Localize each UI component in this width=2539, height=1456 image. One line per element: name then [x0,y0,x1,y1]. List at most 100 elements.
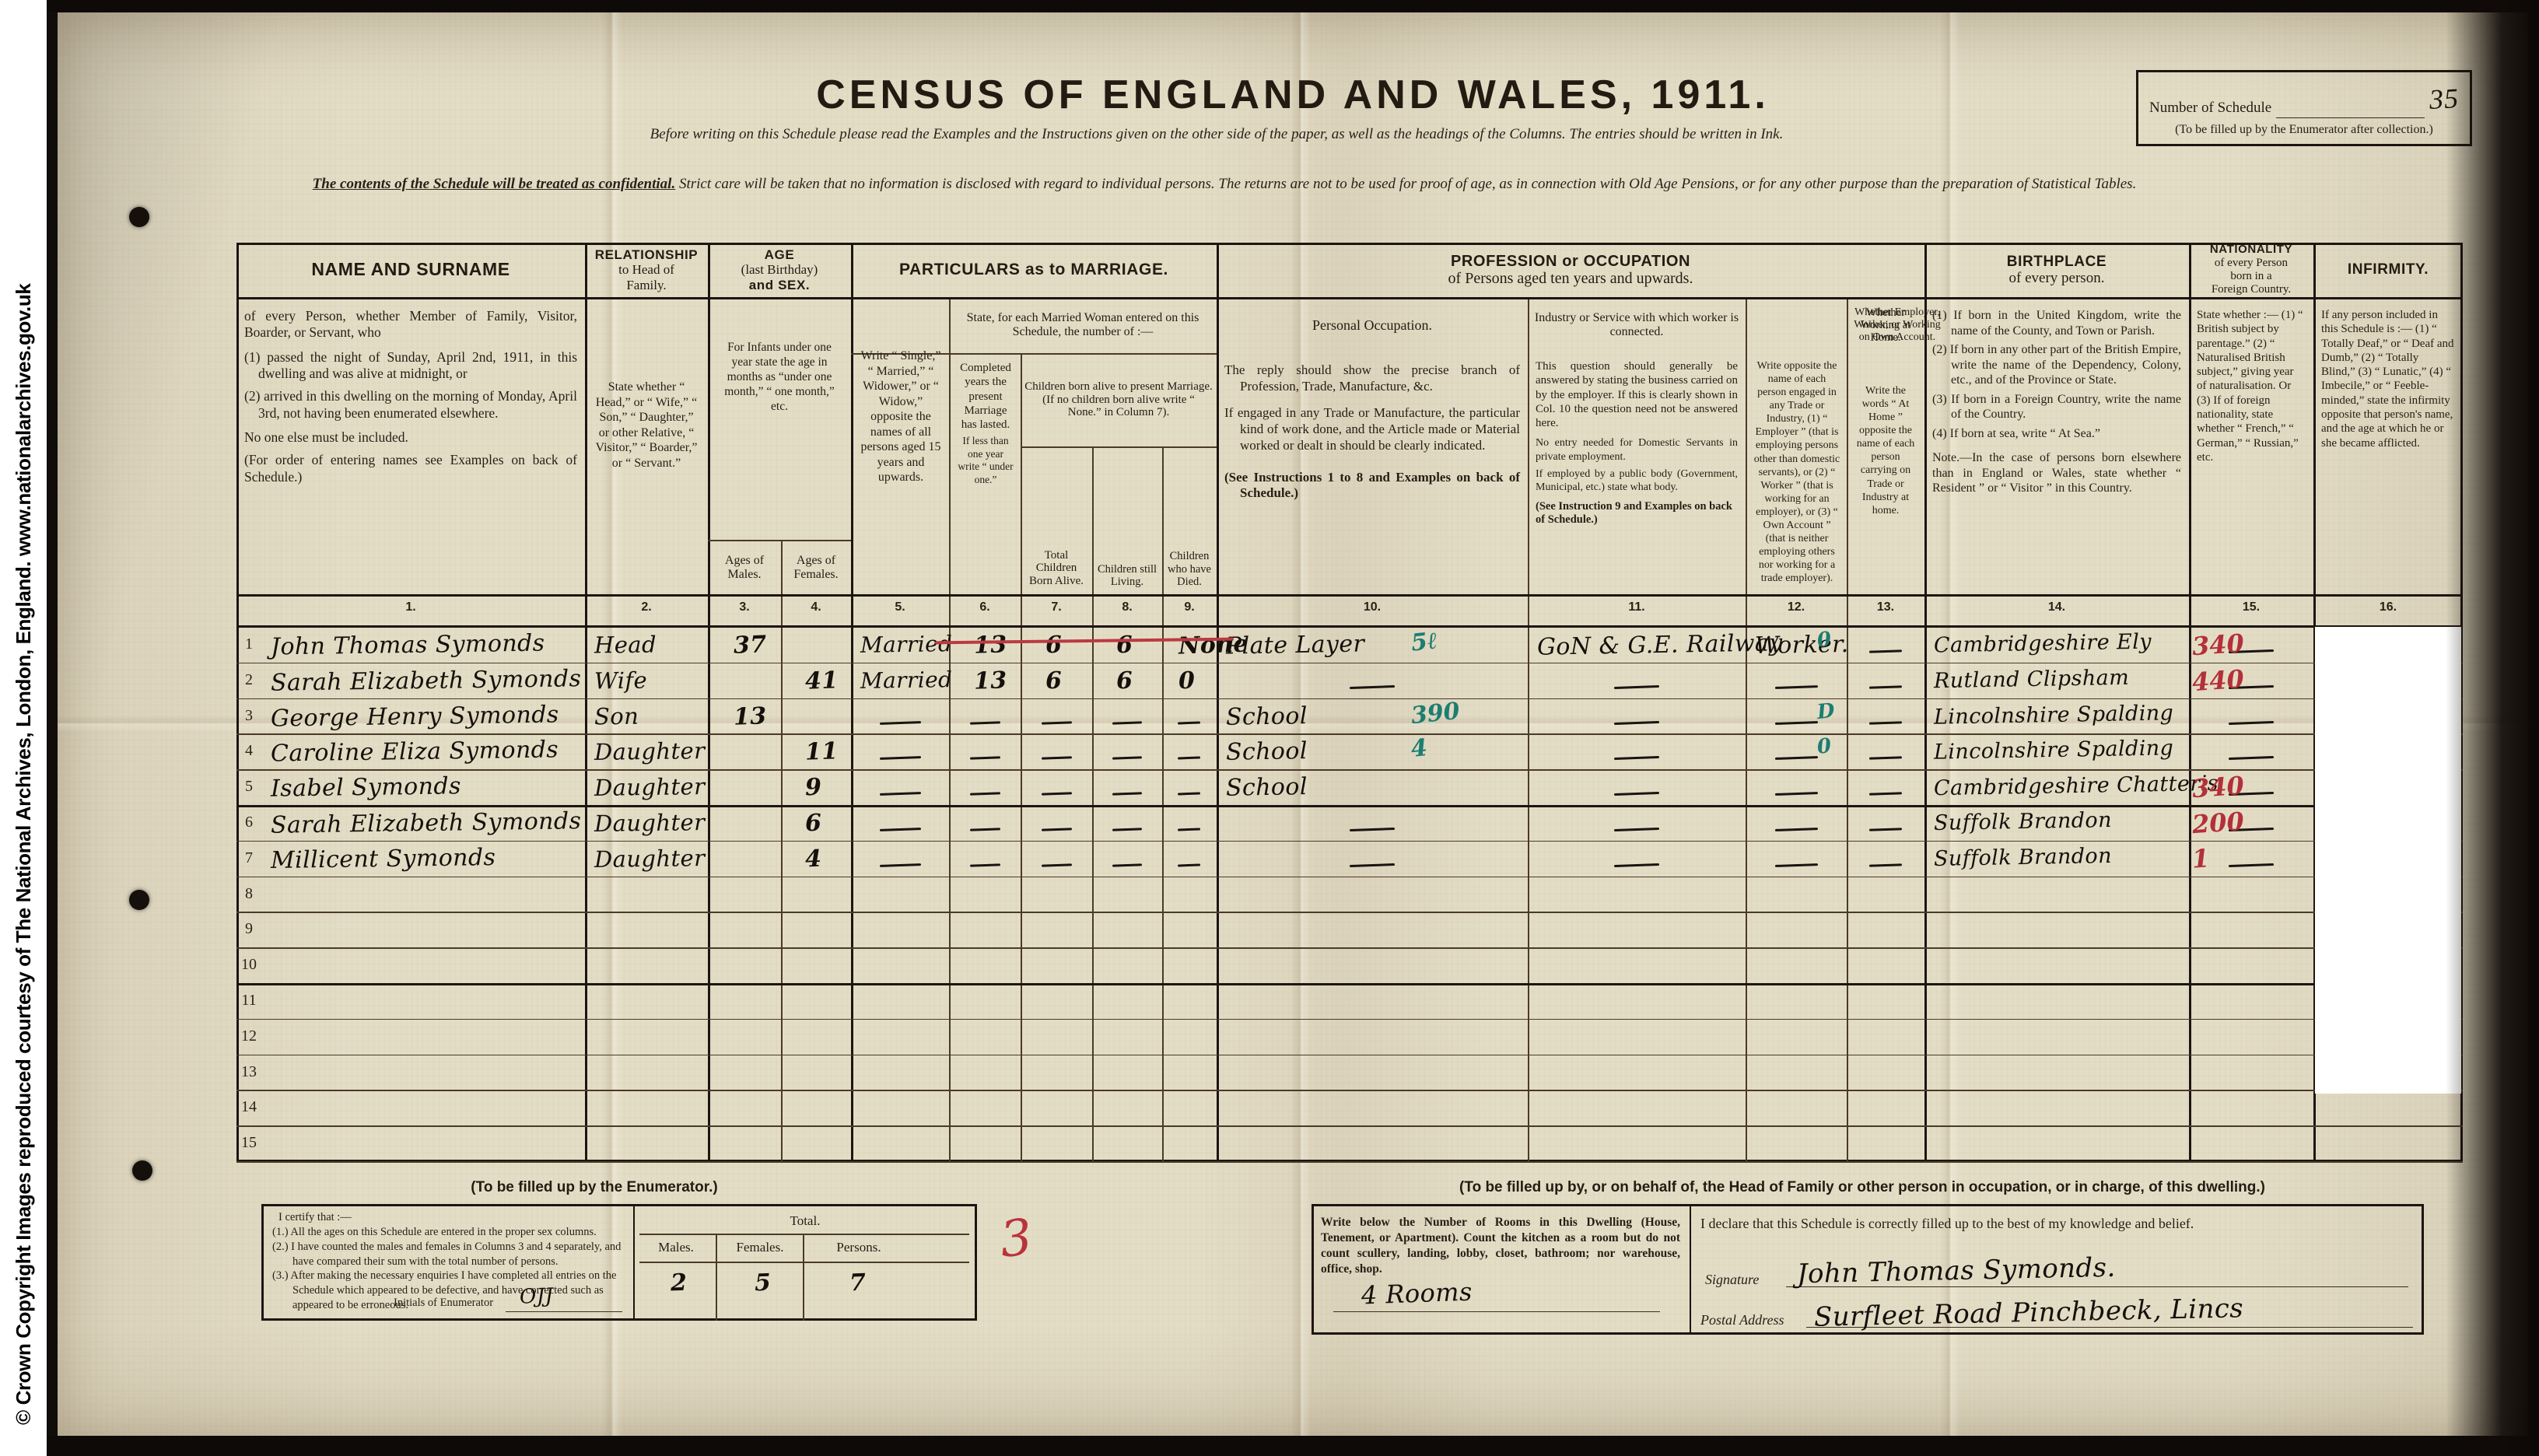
cell-relationship: Daughter [594,845,706,873]
green-pencil-employer-code: D [1816,698,1837,725]
instructions-age-sex: For Infants under one year state the age… [724,341,835,413]
cell-employer-status: Worker. [1754,630,1849,660]
cell-children-born: 6 [1045,667,1063,695]
cell-occupation: School [1225,773,1308,802]
scan-edge [47,0,2539,12]
column-number-13: 13. [1876,600,1895,614]
row-number: 11 [241,992,257,1009]
punch-hole [132,1160,152,1181]
cell-name: Sarah Elizabeth Symonds [270,665,582,697]
instructions-employer-worker: Write opposite the name of each person e… [1753,360,1840,585]
column-number-6: 6. [979,600,990,614]
cell-condition: Married [860,667,953,694]
row-rule [236,947,2463,949]
enumerator-initials-value: OJJ [519,1284,554,1309]
header-rule [708,540,851,541]
instructions-industry-service: This question should generally be answer… [1536,360,1738,527]
row-number: 6 [245,814,253,831]
row-rule-heavy [236,805,2463,807]
column-number-16: 16. [2379,600,2397,614]
instructions-name-surname: of every Person, whether Member of Famil… [244,308,577,485]
totals-males-value: 2 [670,1269,688,1297]
page-title: CENSUS OF ENGLAND AND WALES, 1911. [816,72,1770,117]
punch-hole [129,890,149,910]
green-pencil-employer-code: 0 [1816,628,1833,653]
rooms-rule [1333,1311,1660,1312]
column-number-12: 12. [1787,600,1805,614]
enumerator-box-divider [633,1204,635,1321]
col-separator [2313,243,2316,1162]
row-number: 15 [241,1134,257,1152]
row-number: 5 [245,778,253,796]
cell-name: George Henry Symonds [270,701,559,733]
col-separator [2189,243,2191,1162]
column-header-ages-females: Ages of Females. [793,554,839,581]
column-number-3: 3. [739,600,750,614]
enumerator-box-caption: (To be filled up by the Enumerator.) [471,1179,718,1195]
enumerator-initials-label: Initials of Enumerator [394,1297,494,1309]
confidentiality-lead: The contents of the Schedule will be tre… [312,176,676,192]
green-pencil-occupation-code: 4 [1410,734,1429,763]
column-header-industry-service: Industry or Service with which worker is… [1534,311,1739,338]
cell-relationship: Daughter [594,773,706,801]
column-header-married-woman: State, for each Married Woman entered on… [966,311,1199,338]
schedule-number-label: Number of Schedule [2149,99,2272,116]
row-number: 8 [245,884,253,902]
cell-birthplace: Suffolk Brandon [1933,808,2113,835]
head-box-divider [1690,1204,1691,1335]
header-rule [851,353,1217,355]
column-number-14: 14. [2047,600,2066,614]
cell-age-male: 13 [733,702,768,731]
green-pencil-occupation-code: 5ℓ [1410,627,1439,657]
column-number-9: 9. [1184,600,1195,614]
confidentiality-rest: Strict care will be taken that no inform… [675,176,2137,192]
cell-name: Caroline Eliza Symonds [270,736,559,768]
column-header-profession-occupation: PROFESSION or OCCUPATION of Persons aged… [1448,252,1693,287]
enumerator-certificate-box [261,1204,977,1321]
cell-age-female: 9 [804,773,822,802]
red-pencil-birthplace-code: 1 [2191,843,2211,874]
totals-divider [716,1234,717,1321]
totals-persons-value: 7 [849,1269,867,1297]
rooms-instructions: Write below the Number of Rooms in this … [1321,1216,1680,1276]
cell-age-female: 41 [804,667,839,695]
col-separator [1217,243,1219,1162]
copyright-watermark-strip: © Crown Copyright Images reproduced cour… [0,0,47,1456]
declaration-text: I declare that this Schedule is correctl… [1700,1216,2194,1231]
red-pencil-birthplace-code: 200 [2191,806,2246,840]
instructions-years-married: Completed years the present Marriage has… [958,362,1014,485]
column-header-infirmity: INFIRMITY. [2347,261,2429,278]
cell-industry: GoN & G.E. Railway [1536,629,1783,661]
row-rule [236,1054,2463,1056]
row-number: 4 [245,742,253,760]
header-rule [236,297,2463,299]
instructions-infirmity: If any person included in this Schedule … [2321,309,2454,450]
col-separator [781,540,783,1162]
row-rule [236,1161,2463,1163]
rooms-value: 4 Rooms [1361,1276,1473,1311]
head-of-family-caption: (To be filled up by, or on behalf of, th… [1459,1179,2265,1195]
row-number: 9 [245,920,253,938]
row-rule [236,1125,2463,1127]
row-number: 10 [241,956,257,974]
red-pencil-birthplace-code: 340 [2191,628,2246,662]
cell-age-female: 4 [804,845,822,873]
green-pencil-employer-code: 0 [1816,734,1833,759]
column-number-10: 10. [1363,600,1382,614]
head-of-family-box [1312,1204,2424,1335]
cell-occupation: School [1225,702,1308,731]
row-number: 12 [241,1027,257,1045]
cell-birthplace: Lincolnshire Spalding [1933,736,2174,765]
row-rule [236,698,2463,700]
cell-relationship: Head [594,631,657,659]
column-header-birthplace: BIRTHPLACE of every person. [2006,253,2107,286]
cell-birthplace: Lincolnshire Spalding [1933,701,2174,730]
row-rule [236,840,2463,842]
cell-relationship: Daughter [594,737,706,765]
totals-label: Total. [790,1213,821,1228]
column-number-2: 2. [641,600,652,614]
col-separator [949,297,951,1162]
instructions-marital-condition: Write “ Single,” “ Married,” “ Widower,”… [860,349,941,485]
header-rule [1021,446,1217,448]
